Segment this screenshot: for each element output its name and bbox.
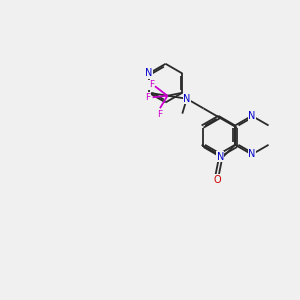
Text: N: N (145, 68, 152, 79)
Text: N: N (248, 149, 256, 160)
Text: O: O (213, 175, 221, 185)
Text: N: N (217, 152, 224, 162)
Text: F: F (158, 110, 163, 119)
Text: N: N (183, 94, 190, 104)
Text: F: F (149, 80, 154, 89)
Text: F: F (146, 93, 151, 102)
Text: N: N (248, 111, 256, 121)
